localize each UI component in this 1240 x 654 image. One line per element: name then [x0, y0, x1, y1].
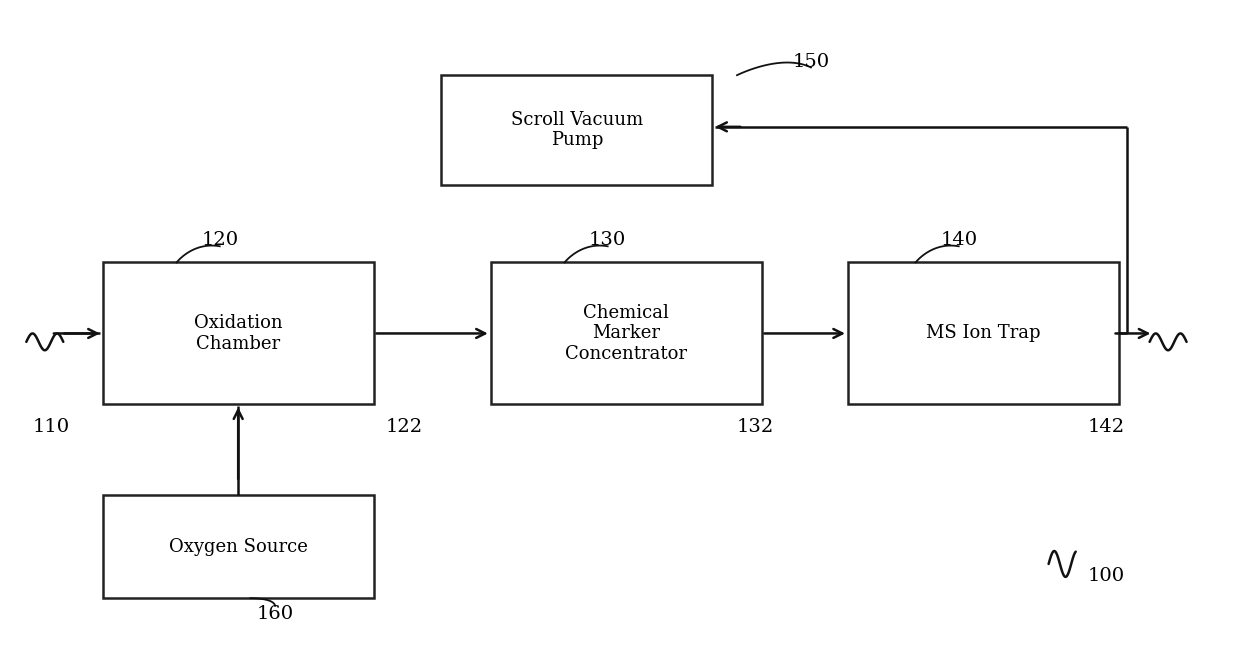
Text: 120: 120 — [201, 231, 238, 249]
Text: Scroll Vacuum
Pump: Scroll Vacuum Pump — [511, 111, 644, 150]
Bar — [103, 495, 373, 598]
Text: 100: 100 — [1087, 566, 1125, 585]
Bar — [103, 262, 373, 404]
Text: 160: 160 — [257, 606, 294, 623]
Text: Oxidation
Chamber: Oxidation Chamber — [193, 314, 283, 353]
Text: MS Ion Trap: MS Ion Trap — [926, 324, 1040, 343]
Bar — [491, 262, 761, 404]
Text: 130: 130 — [589, 231, 626, 249]
Text: 142: 142 — [1087, 418, 1125, 436]
Text: 110: 110 — [32, 418, 69, 436]
Text: 140: 140 — [940, 231, 977, 249]
Text: 132: 132 — [737, 418, 774, 436]
Text: Chemical
Marker
Concentrator: Chemical Marker Concentrator — [565, 303, 687, 363]
Text: Oxygen Source: Oxygen Source — [169, 538, 308, 555]
Text: 122: 122 — [386, 418, 423, 436]
Bar — [441, 75, 712, 185]
Text: 150: 150 — [792, 53, 830, 71]
Bar — [848, 262, 1118, 404]
